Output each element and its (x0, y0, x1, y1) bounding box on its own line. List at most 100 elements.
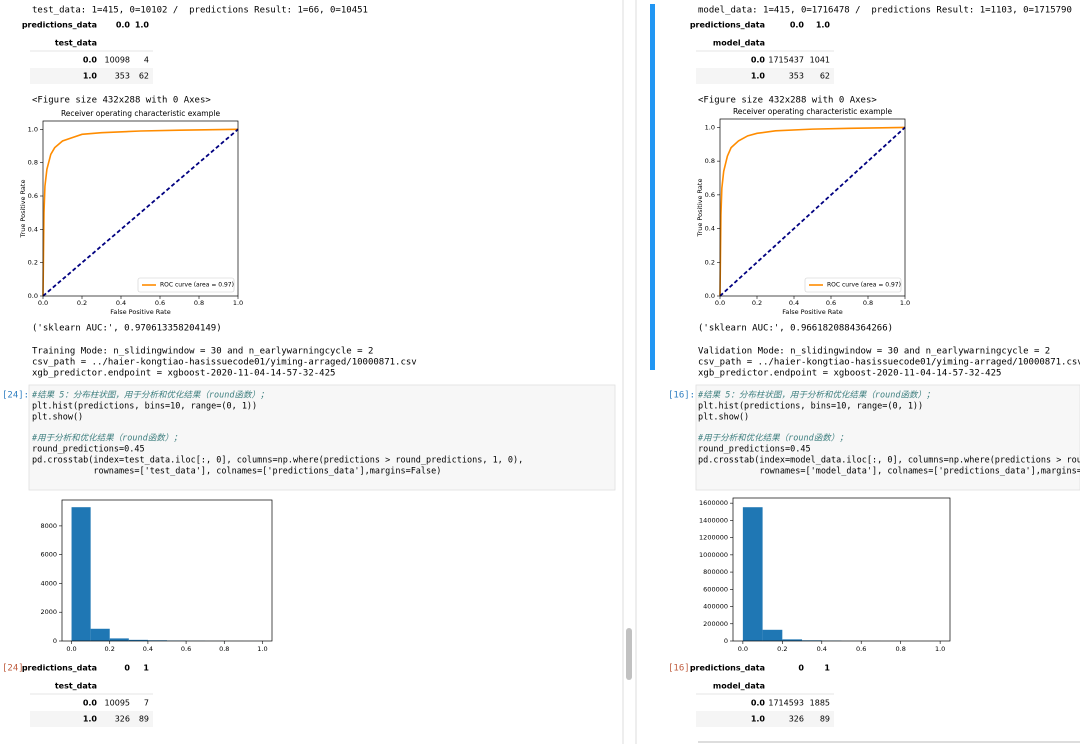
x-tick-label: 0.8 (219, 645, 229, 653)
y-tick-label: 1000000 (699, 551, 728, 559)
table-cell: 62 (139, 72, 149, 81)
x-tick-label: 1.0 (900, 299, 910, 307)
table-cell: 89 (139, 715, 149, 724)
legend-box (137, 277, 235, 293)
y-tick-label: 0.8 (28, 159, 38, 167)
axes-frame (732, 497, 951, 642)
table-cell: 326 (115, 715, 130, 724)
table-row-header: test_data (55, 39, 97, 48)
x-tick-label: 0.0 (66, 645, 76, 653)
hist-bar (762, 629, 783, 641)
table-row-label: 1.0 (83, 72, 98, 81)
x-axis-label: False Positive Rate (782, 308, 842, 316)
x-tick-label: 0.6 (155, 299, 165, 307)
y-tick-label: 0 (53, 637, 57, 645)
hist-bar (128, 639, 148, 641)
output-prompt: [16]: (668, 664, 695, 674)
table-cell: 1714593 (768, 699, 804, 708)
output-prompt: [24]: (2, 664, 29, 674)
x-tick-label: 0.6 (856, 645, 866, 653)
table-cell: 62 (820, 72, 830, 81)
hist-bar (90, 628, 110, 641)
y-tick-label: 2000 (40, 608, 57, 616)
table-col-label: 0 (124, 664, 130, 673)
code-line: #结果 5：分布柱状图，用于分析和优化结果（round函数）； (31, 390, 268, 401)
x-tick-label: 0.2 (105, 645, 115, 653)
table-row-label: 0.0 (751, 56, 766, 65)
table-col-header: predictions_data (690, 664, 765, 673)
y-axis-label: True Positive Rate (19, 180, 27, 239)
notebook-panel: model_data: 1=415, 0=1716478 / predictio… (668, 6, 1080, 727)
table-cell: 7 (144, 699, 149, 708)
code-line: #用于分析和优化结果（round函数）； (31, 433, 182, 444)
x-tick-label: 0.8 (194, 299, 204, 307)
table-cell: 10098 (105, 56, 130, 65)
x-tick-label: 0.8 (896, 645, 906, 653)
y-tick-label: 800000 (703, 568, 728, 576)
table-col-label: 0.0 (790, 21, 805, 30)
output-text: test_data: 1=415, 0=10102 / predictions … (32, 6, 368, 16)
axes-frame (719, 118, 906, 297)
table-cell: 89 (820, 715, 830, 724)
table-row-label: 1.0 (751, 715, 766, 724)
y-tick-label: 0.0 (28, 292, 38, 300)
y-tick-label: 0.4 (28, 225, 38, 233)
roc-line (719, 126, 906, 297)
table-row-bg (696, 711, 834, 727)
code-line: round_predictions=0.45 (32, 445, 145, 455)
x-tick-label: 1.0 (257, 645, 267, 653)
hist-bar (147, 640, 167, 641)
x-tick-label: 0.2 (77, 299, 87, 307)
table-col-label: 1.0 (135, 21, 150, 30)
x-tick-label: 0.6 (826, 299, 836, 307)
table-cell: 1715437 (768, 56, 804, 65)
code-cell (695, 384, 1080, 491)
code-line: pd.crosstab(index=test_data.iloc[:, 0], … (32, 456, 523, 466)
y-tick-label: 1.0 (28, 125, 38, 133)
table-cell: 326 (789, 715, 804, 724)
y-tick-label: 0.6 (28, 192, 38, 200)
table-row-label: 0.0 (83, 56, 98, 65)
x-tick-label: 1.0 (935, 645, 945, 653)
table-cell: 10095 (105, 699, 130, 708)
y-tick-label: 400000 (703, 603, 728, 611)
output-text: ('sklearn AUC:', 0.970613358204149) (32, 324, 222, 334)
input-prompt: [16]: (668, 391, 695, 401)
table-row-bg (30, 68, 153, 84)
x-tick-label: 0.0 (738, 645, 748, 653)
x-axis-label: False Positive Rate (110, 308, 170, 316)
hist-bar (71, 507, 91, 641)
y-tick-label: 0.6 (705, 191, 715, 199)
y-axis-label: True Positive Rate (696, 179, 704, 238)
x-tick-label: 1.0 (233, 299, 243, 307)
table-row-header: model_data (713, 39, 765, 48)
roc-line (42, 128, 239, 297)
table-col-label: 0 (798, 664, 804, 673)
legend-label: ROC curve (area = 0.97) (160, 282, 234, 289)
y-tick-label: 200000 (703, 620, 728, 628)
roc-line (719, 126, 906, 297)
chart-title: Receiver operating characteristic exampl… (61, 109, 221, 118)
table-cell: 1885 (810, 699, 830, 708)
output-text: model_data: 1=415, 0=1716478 / predictio… (698, 6, 1072, 16)
table-col-label: 0.0 (116, 21, 131, 30)
legend-box (804, 277, 902, 293)
y-tick-label: 8000 (40, 522, 57, 530)
scrollbar-thumb[interactable] (626, 628, 632, 680)
notebook-panel: test_data: 1=415, 0=10102 / predictions … (2, 6, 616, 727)
code-line: plt.show() (32, 413, 83, 423)
table-row-label: 0.0 (83, 699, 98, 708)
output-text: Training Mode: n_slidingwindow = 30 and … (32, 347, 373, 357)
table-row-label: 1.0 (83, 715, 98, 724)
output-text: ('sklearn AUC:', 0.9661820884364266) (698, 324, 893, 334)
y-tick-label: 1600000 (699, 499, 728, 507)
y-tick-label: 600000 (703, 585, 728, 593)
output-text: <Figure size 432x288 with 0 Axes> (698, 96, 877, 106)
selected-cell-bar (650, 4, 655, 370)
y-tick-label: 0.0 (705, 292, 715, 300)
code-line: round_predictions=0.45 (698, 445, 811, 455)
table-row-label: 0.0 (751, 699, 766, 708)
code-line: rownames=['model_data'], colnames=['pred… (698, 467, 1080, 477)
